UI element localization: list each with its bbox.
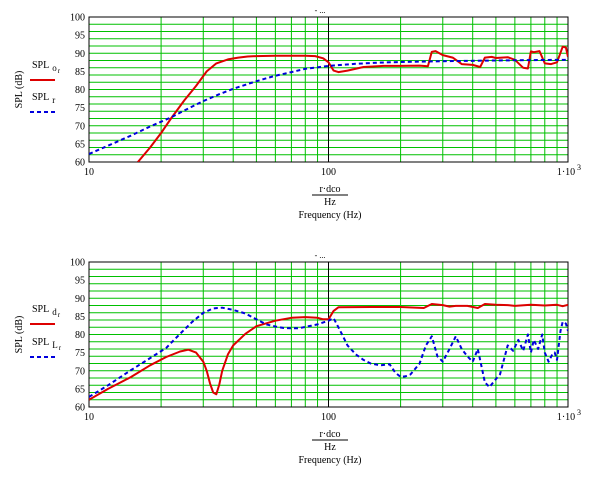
x-tick-exponent: 3 xyxy=(577,163,581,172)
y-tick-label: 65 xyxy=(75,139,85,150)
top-mark: - ... xyxy=(315,6,326,15)
y-tick-label: 60 xyxy=(75,158,85,169)
y-tick-label: 90 xyxy=(75,49,85,60)
x-tick-label: 100 xyxy=(321,412,336,423)
series-line-2 xyxy=(89,306,568,398)
series-line-1 xyxy=(137,45,568,162)
x-label-denominator: Hz xyxy=(324,197,336,208)
legend-label: SPL Lr xyxy=(32,337,62,352)
plot-frame xyxy=(88,261,569,408)
y-tick-label: 100 xyxy=(70,258,85,269)
x-label-numerator: r·dco xyxy=(319,184,340,195)
legend-label: SPL r xyxy=(32,92,55,105)
series-line-2 xyxy=(89,58,568,155)
y-tick-label: 80 xyxy=(75,85,85,96)
legend-label: SPL dr xyxy=(32,304,61,319)
x-label-denominator: Hz xyxy=(324,442,336,453)
y-tick-label: 100 xyxy=(70,13,85,24)
y-tick-label: 90 xyxy=(75,294,85,305)
x-tick-label: 10 xyxy=(84,167,94,178)
y-tick-label: 65 xyxy=(75,384,85,395)
x-tick-label: 1·10 xyxy=(557,412,575,423)
y-tick-label: 95 xyxy=(75,31,85,42)
plot-frame xyxy=(88,16,569,163)
y-tick-label: 85 xyxy=(75,312,85,323)
x-tick-label: 10 xyxy=(84,412,94,423)
x-tick-label: 1·10 xyxy=(557,167,575,178)
y-tick-label: 70 xyxy=(75,121,85,132)
y-tick-label: 75 xyxy=(75,348,85,359)
top-mark: - ... xyxy=(315,251,326,260)
y-tick-label: 75 xyxy=(75,103,85,114)
x-tick-label: 100 xyxy=(321,167,336,178)
y-tick-label: 80 xyxy=(75,330,85,341)
y-tick-label: 95 xyxy=(75,276,85,287)
legend-label: SPL or xyxy=(32,60,61,75)
x-label-caption: Frequency (Hz) xyxy=(298,210,361,221)
x-label-caption: Frequency (Hz) xyxy=(298,455,361,466)
y-tick-label: 60 xyxy=(75,403,85,414)
y-tick-label: 85 xyxy=(75,67,85,78)
y-axis-label: SPL (dB) xyxy=(14,71,25,109)
x-tick-exponent: 3 xyxy=(577,408,581,417)
y-tick-label: 70 xyxy=(75,366,85,377)
series-line-1 xyxy=(89,303,568,401)
x-label-numerator: r·dco xyxy=(319,429,340,440)
y-axis-label: SPL (dB) xyxy=(14,316,25,354)
